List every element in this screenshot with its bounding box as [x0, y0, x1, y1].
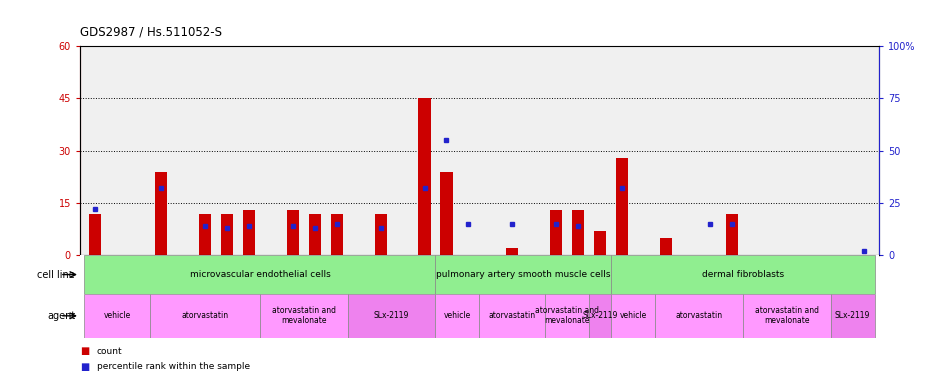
Text: atorvastatin: atorvastatin	[489, 311, 536, 320]
Bar	[331, 214, 343, 255]
Text: microvascular endothelial cells: microvascular endothelial cells	[190, 270, 330, 279]
Bar	[199, 214, 212, 255]
Bar	[308, 214, 321, 255]
Bar	[572, 210, 585, 255]
Bar	[507, 248, 518, 255]
Bar	[655, 294, 743, 338]
Text: vehicle: vehicle	[103, 311, 131, 320]
Bar	[435, 294, 479, 338]
Text: count: count	[97, 347, 122, 356]
Bar	[155, 172, 167, 255]
Text: atorvastatin and
mevalonate: atorvastatin and mevalonate	[535, 306, 599, 325]
Bar	[418, 98, 431, 255]
Bar	[611, 294, 655, 338]
Bar	[85, 255, 435, 294]
Text: cell line: cell line	[38, 270, 75, 280]
Bar	[660, 238, 672, 255]
Bar	[479, 294, 545, 338]
Bar	[831, 294, 874, 338]
Text: SLx-2119: SLx-2119	[835, 311, 870, 320]
Text: dermal fibroblasts: dermal fibroblasts	[702, 270, 784, 279]
Text: vehicle: vehicle	[444, 311, 471, 320]
Bar	[243, 210, 255, 255]
Text: atorvastatin: atorvastatin	[675, 311, 723, 320]
Text: SLx-2119: SLx-2119	[374, 311, 409, 320]
Bar	[550, 210, 562, 255]
Bar	[435, 255, 611, 294]
Bar	[374, 214, 386, 255]
Bar	[441, 172, 452, 255]
Text: atorvastatin: atorvastatin	[181, 311, 228, 320]
Text: GDS2987 / Hs.511052-S: GDS2987 / Hs.511052-S	[80, 25, 222, 38]
Text: ■: ■	[80, 362, 89, 372]
Bar	[348, 294, 435, 338]
Bar	[743, 294, 831, 338]
Bar	[611, 255, 874, 294]
Bar	[89, 214, 102, 255]
Bar	[616, 158, 628, 255]
Bar	[287, 210, 299, 255]
Text: SLx-2119: SLx-2119	[583, 311, 618, 320]
Bar	[589, 294, 611, 338]
Text: atorvastatin and
mevalonate: atorvastatin and mevalonate	[755, 306, 819, 325]
Bar	[545, 294, 589, 338]
Text: percentile rank within the sample: percentile rank within the sample	[97, 362, 250, 371]
Text: atorvastatin and
mevalonate: atorvastatin and mevalonate	[272, 306, 336, 325]
Text: agent: agent	[47, 311, 75, 321]
Bar	[150, 294, 259, 338]
Bar	[85, 294, 150, 338]
Text: ■: ■	[80, 346, 89, 356]
Bar	[221, 214, 233, 255]
Bar	[594, 231, 606, 255]
Text: pulmonary artery smooth muscle cells: pulmonary artery smooth muscle cells	[436, 270, 611, 279]
Text: vehicle: vehicle	[619, 311, 647, 320]
Bar	[259, 294, 348, 338]
Bar	[726, 214, 738, 255]
